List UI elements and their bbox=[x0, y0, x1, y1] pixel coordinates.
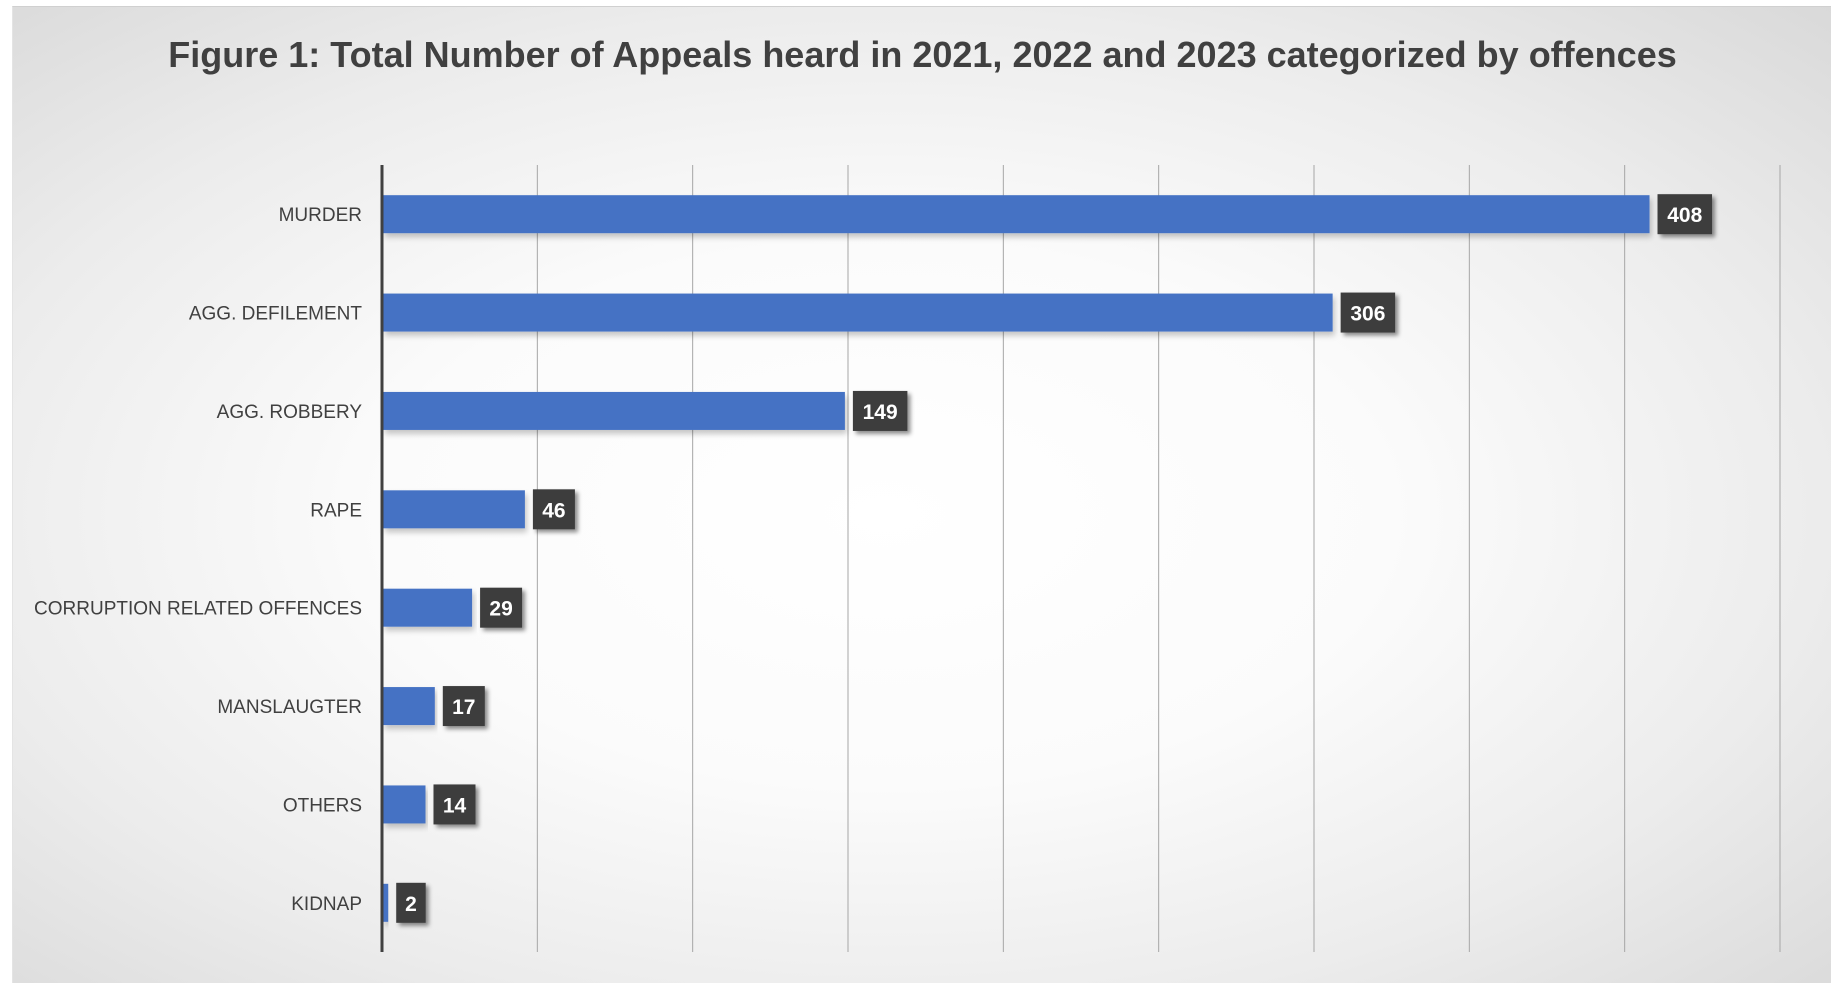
category-label: AGG. DEFILEMENT bbox=[189, 304, 363, 325]
category-label: KIDNAP bbox=[291, 894, 362, 915]
chart-plot: MURDER AGG. DEFILEMENT AGG. ROBBERY RAPE COR… bbox=[34, 165, 1781, 952]
bars bbox=[383, 195, 1650, 922]
data-label-box bbox=[1657, 194, 1713, 235]
data-label-box bbox=[532, 489, 575, 530]
data-label: 2 bbox=[396, 882, 426, 923]
category-label: MANSLAUGTER bbox=[217, 697, 362, 718]
bar bbox=[383, 687, 435, 726]
data-label: 46 bbox=[532, 489, 575, 530]
data-label-value: 2 bbox=[405, 893, 417, 916]
data-label-value: 46 bbox=[542, 499, 565, 522]
data-label: 306 bbox=[1340, 292, 1396, 333]
category-label: OTHERS bbox=[283, 795, 362, 816]
bar bbox=[383, 785, 426, 824]
gridlines bbox=[536, 165, 1781, 952]
category-label: RAPE bbox=[310, 500, 362, 521]
data-label-box bbox=[852, 390, 908, 431]
data-label: 29 bbox=[480, 587, 523, 628]
data-label-value: 408 bbox=[1667, 204, 1702, 227]
bar bbox=[383, 588, 473, 627]
data-label-value: 29 bbox=[489, 598, 512, 621]
data-labels: 408 306 149 46 29 17 14 2 bbox=[396, 194, 1713, 923]
category-label: AGG. ROBBERY bbox=[217, 402, 363, 423]
bar bbox=[383, 293, 1333, 332]
data-label-value: 306 bbox=[1350, 303, 1385, 326]
chart-frame: Figure 1: Total Number of Appeals heard … bbox=[12, 6, 1831, 983]
data-label-value: 17 bbox=[452, 696, 475, 719]
data-label-value: 14 bbox=[443, 794, 467, 817]
bar bbox=[383, 490, 525, 529]
category-label: MURDER bbox=[279, 205, 362, 226]
data-label-box bbox=[1340, 292, 1396, 333]
category-labels: MURDER AGG. DEFILEMENT AGG. ROBBERY RAPE COR… bbox=[34, 205, 362, 915]
bar bbox=[383, 195, 1650, 234]
data-label-box bbox=[433, 784, 476, 825]
data-label: 149 bbox=[852, 390, 908, 431]
data-label-box bbox=[442, 686, 485, 727]
data-label-box bbox=[396, 882, 426, 923]
bar bbox=[383, 883, 389, 922]
chart-title: Figure 1: Total Number of Appeals heard … bbox=[168, 34, 1677, 75]
data-label-value: 149 bbox=[863, 401, 898, 424]
data-label: 17 bbox=[442, 686, 485, 727]
bar bbox=[383, 391, 845, 430]
data-label: 14 bbox=[433, 784, 476, 825]
data-label: 408 bbox=[1657, 194, 1713, 235]
data-label-box bbox=[480, 587, 523, 628]
category-label: CORRUPTION RELATED OFFENCES bbox=[34, 599, 362, 620]
